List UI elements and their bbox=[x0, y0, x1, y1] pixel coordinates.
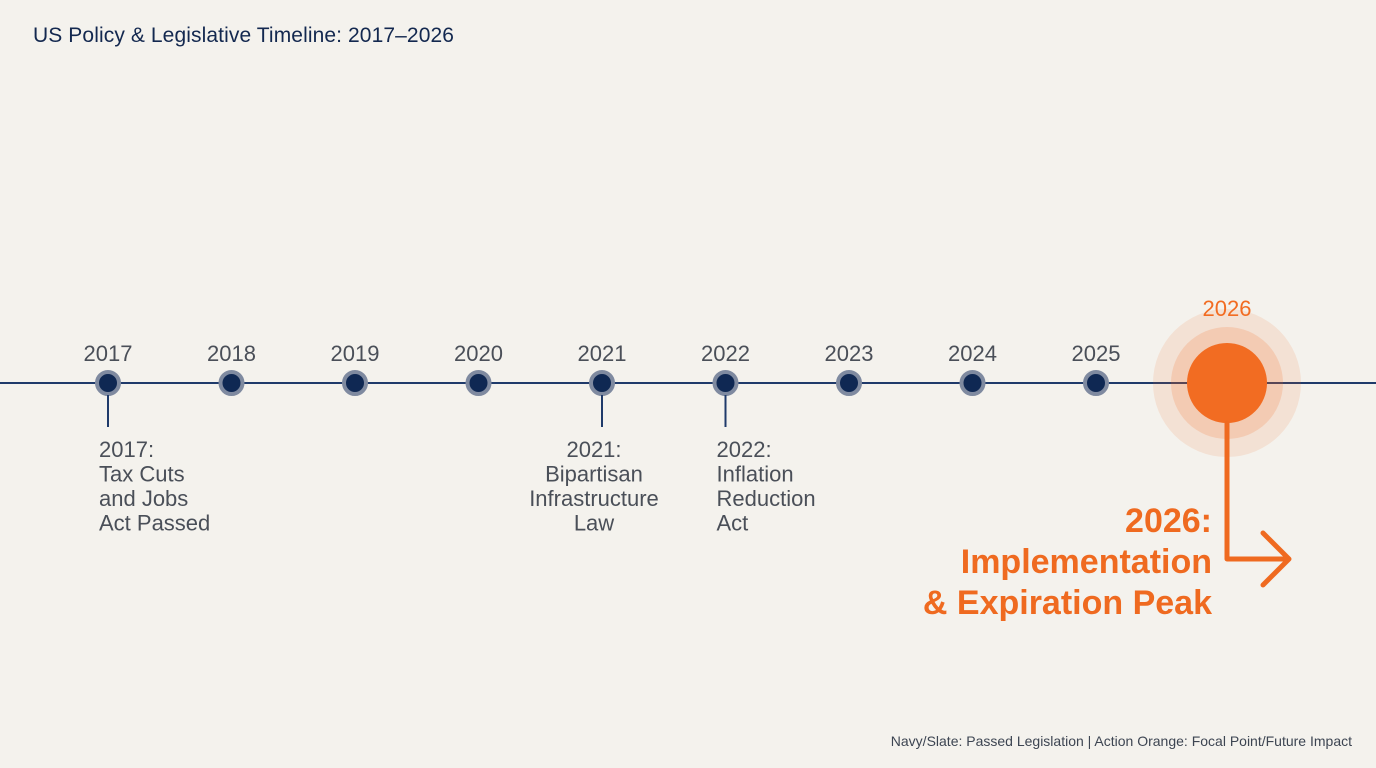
event-line: Law bbox=[574, 511, 614, 536]
year-dot-2018 bbox=[218, 370, 245, 396]
year-label-2020: 2020 bbox=[454, 341, 503, 366]
year-node-2021: 2021 bbox=[578, 341, 627, 396]
year-node-2024: 2024 bbox=[948, 341, 997, 396]
focal-point-group: 2026 2026: Implementation & Expiration Pea… bbox=[923, 296, 1301, 622]
event-line: Act Passed bbox=[99, 511, 210, 536]
focal-event-line: & Expiration Peak bbox=[923, 584, 1212, 622]
event-line: 2021: bbox=[566, 437, 621, 462]
year-dot-2019 bbox=[342, 370, 368, 396]
focal-event-line: Implementation bbox=[961, 543, 1212, 581]
year-label-2025: 2025 bbox=[1072, 341, 1121, 366]
year-dot-2020 bbox=[465, 370, 492, 396]
event-line: and Jobs bbox=[99, 486, 188, 511]
year-label-2017: 2017 bbox=[84, 341, 133, 366]
year-node-2017: 2017 bbox=[84, 341, 133, 396]
year-node-2018: 2018 bbox=[207, 341, 256, 396]
event-label-2017: 2017: Tax Cuts and Jobs Act Passed bbox=[99, 437, 210, 536]
year-dot-2024 bbox=[959, 370, 986, 396]
year-label-2018: 2018 bbox=[207, 341, 256, 366]
year-label-2019: 2019 bbox=[331, 341, 380, 366]
focal-year-label: 2026 bbox=[1203, 296, 1252, 321]
event-line: Act bbox=[717, 511, 749, 536]
event-line: Inflation bbox=[717, 462, 794, 487]
year-dot-2017 bbox=[95, 370, 121, 396]
year-label-2024: 2024 bbox=[948, 341, 997, 366]
event-line: Tax Cuts bbox=[99, 462, 185, 487]
year-node-2022: 2022 bbox=[701, 341, 750, 396]
event-line: 2022: bbox=[717, 437, 772, 462]
year-dot-2022 bbox=[712, 370, 739, 396]
focal-event-label: 2026: Implementation & Expiration Peak bbox=[923, 502, 1212, 622]
focal-node bbox=[1187, 343, 1267, 423]
year-dot-2025 bbox=[1083, 370, 1109, 396]
year-label-2021: 2021 bbox=[578, 341, 627, 366]
year-node-2025: 2025 bbox=[1072, 341, 1121, 396]
focal-event-line: 2026: bbox=[1125, 502, 1212, 540]
event-line: Infrastructure bbox=[529, 486, 659, 511]
year-label-2022: 2022 bbox=[701, 341, 750, 366]
year-node-2023: 2023 bbox=[825, 341, 874, 396]
year-node-2019: 2019 bbox=[331, 341, 380, 396]
event-line: 2017: bbox=[99, 437, 154, 462]
year-node-2020: 2020 bbox=[454, 341, 503, 396]
year-label-2023: 2023 bbox=[825, 341, 874, 366]
event-line: Reduction bbox=[717, 486, 816, 511]
year-dot-2021 bbox=[589, 370, 615, 396]
event-line: Bipartisan bbox=[545, 462, 643, 487]
page-title: US Policy & Legislative Timeline: 2017–2… bbox=[33, 24, 455, 47]
event-label-2021: 2021: Bipartisan Infrastructure Law bbox=[529, 437, 659, 536]
focal-connector-arrow bbox=[1224, 420, 1292, 588]
event-label-2022: 2022: Inflation Reduction Act bbox=[717, 437, 816, 536]
year-dot-2023 bbox=[836, 370, 862, 396]
legend-footnote: Navy/Slate: Passed Legislation | Action … bbox=[890, 733, 1352, 749]
